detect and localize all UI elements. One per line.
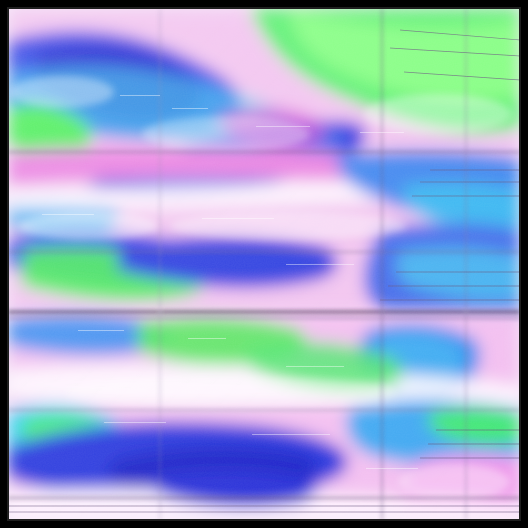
inner-art-group <box>8 8 520 520</box>
grain-overlay <box>8 8 520 520</box>
inner-border <box>7 7 521 521</box>
